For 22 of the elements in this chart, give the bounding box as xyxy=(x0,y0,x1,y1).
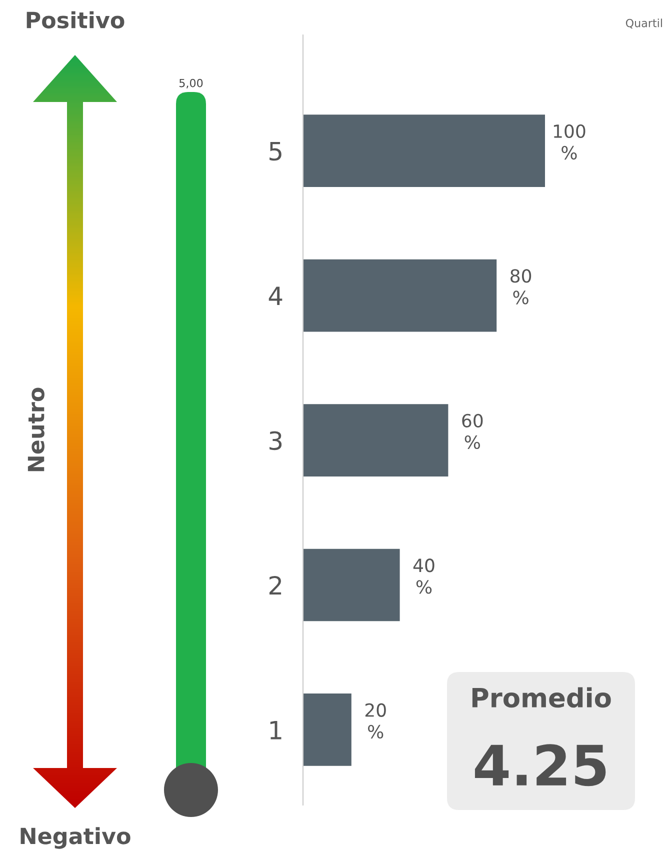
annotation: Promedio xyxy=(472,687,611,708)
bar xyxy=(303,259,497,332)
annotation: 4.25 xyxy=(474,744,606,786)
data-label: 100 % xyxy=(554,124,586,160)
text: Negativo xyxy=(20,827,130,849)
bar xyxy=(303,694,352,766)
bar xyxy=(303,548,400,622)
bar xyxy=(303,114,545,187)
bar xyxy=(303,404,448,476)
y-tick-label: 2 xyxy=(269,576,282,594)
y-tick-label: 5 xyxy=(270,142,282,161)
text: 5,00 xyxy=(179,78,203,88)
data-label: 80 % xyxy=(510,269,532,304)
data-label: 20 % xyxy=(365,703,386,739)
data-label: 60 % xyxy=(462,414,483,450)
text: Quartil xyxy=(626,18,662,28)
data-label: 40 % xyxy=(413,558,434,594)
text: Positivo xyxy=(26,11,124,28)
text: Neutro xyxy=(28,388,44,472)
y-tick-label: 4 xyxy=(268,286,282,306)
y-tick-label: 3 xyxy=(270,431,282,450)
y-tick-label: 1 xyxy=(270,721,282,740)
